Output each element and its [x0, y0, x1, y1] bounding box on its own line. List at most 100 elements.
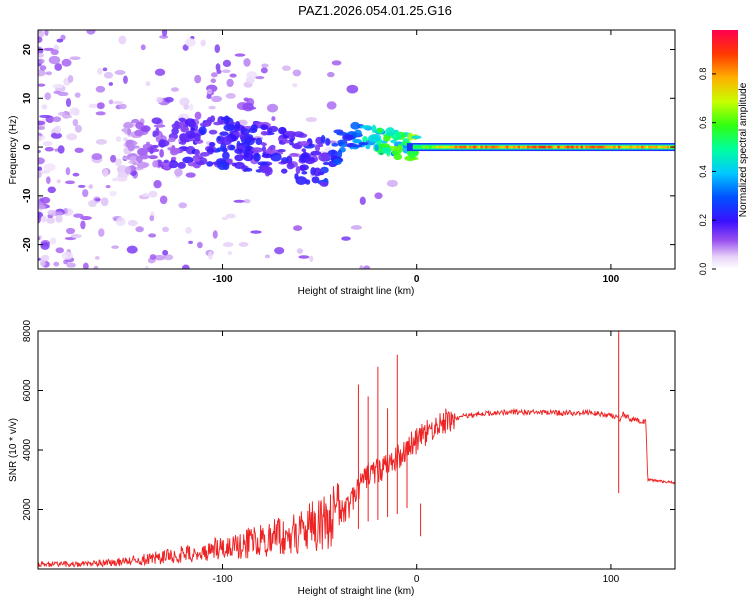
- spectral-blob: [350, 225, 363, 230]
- spectral-blob: [43, 47, 55, 51]
- spectral-band-cell: [480, 145, 483, 149]
- spectral-blob: [310, 150, 322, 156]
- spectral-blob: [270, 152, 282, 162]
- spectral-band-cell: [513, 145, 516, 149]
- spectral-band-cell: [419, 145, 423, 149]
- spectral-blob: [194, 133, 201, 142]
- x-tick-label: 100: [603, 274, 620, 285]
- spectral-blob: [238, 242, 249, 247]
- spectral-blob: [371, 124, 377, 134]
- spectral-blob: [269, 144, 276, 151]
- spectral-band-cell: [454, 145, 458, 149]
- spectral-blob: [390, 139, 397, 144]
- spectrogram-y-ticks: -20 -10 0 10 20: [22, 44, 675, 252]
- spectral-blob: [311, 176, 320, 184]
- snr-x-ticks: -100 0 100: [212, 331, 620, 585]
- spectral-blob: [66, 133, 78, 141]
- spectral-blob: [359, 265, 364, 269]
- spectral-blob: [331, 60, 342, 66]
- spectral-blob: [74, 124, 83, 133]
- spectral-blob: [301, 171, 308, 175]
- spectral-blob: [320, 166, 329, 174]
- spectral-band-cell: [601, 145, 605, 149]
- spectral-blob: [226, 78, 234, 88]
- spectral-blob: [198, 126, 207, 136]
- spectral-blob: [193, 157, 201, 163]
- spectral-blob: [91, 153, 103, 161]
- spectral-blob: [261, 145, 267, 153]
- spectral-blob: [194, 149, 200, 157]
- spectral-band-cell: [648, 145, 651, 149]
- spectral-blob: [196, 241, 203, 249]
- spectral-band-cell: [506, 145, 509, 149]
- spectral-blob: [298, 141, 310, 147]
- spectral-blob: [49, 237, 57, 245]
- spectral-blob: [342, 134, 354, 141]
- spectral-band-cell: [620, 145, 623, 149]
- spectrogram-x-ticks: -100 0 100: [212, 30, 620, 285]
- spectral-blob: [411, 135, 422, 140]
- spectral-band-cell: [634, 145, 637, 149]
- spectral-blob: [346, 84, 359, 94]
- spectral-band-cell: [529, 145, 532, 149]
- spectral-blob: [40, 196, 51, 204]
- y-tick-label: 8000: [22, 319, 33, 342]
- spectral-blob: [362, 135, 368, 143]
- spectral-band-cell: [664, 145, 668, 149]
- spectral-blob: [182, 264, 190, 269]
- spectral-blob: [208, 129, 218, 135]
- spectral-blob: [260, 67, 268, 74]
- spectral-band-cell: [575, 145, 579, 149]
- spectral-blob: [223, 123, 235, 132]
- spectral-blob: [234, 161, 245, 169]
- spectral-blob: [294, 173, 299, 180]
- spectral-blob: [53, 261, 60, 267]
- spectral-blob: [108, 82, 113, 86]
- spectral-band-cell: [573, 145, 577, 149]
- spectral-blob: [265, 148, 274, 155]
- spectral-blob: [206, 161, 214, 167]
- spectral-band-cell: [645, 145, 649, 149]
- spectral-blob: [200, 39, 206, 47]
- spectral-blob: [178, 141, 187, 145]
- spectral-blob: [38, 166, 43, 171]
- spectral-blob: [180, 126, 190, 133]
- spectral-band-cell: [531, 145, 535, 149]
- spectral-blob: [95, 111, 106, 116]
- spectral-blob: [222, 242, 234, 248]
- spectrogram-frame: [37, 29, 676, 270]
- spectral-blob: [189, 103, 194, 111]
- spectral-blob: [280, 160, 289, 164]
- spectral-blob: [126, 245, 138, 254]
- spectral-band-cell: [585, 145, 588, 149]
- spectral-blob: [102, 167, 109, 177]
- spectral-blob: [213, 121, 222, 126]
- spectral-blob: [65, 180, 75, 185]
- spectral-band-cell: [557, 145, 560, 149]
- spectral-blob: [163, 254, 174, 261]
- spectral-band-cell: [589, 145, 593, 149]
- spectral-band-cell: [520, 145, 523, 149]
- snr-plot-area: [38, 331, 675, 569]
- spectral-blob: [248, 137, 257, 141]
- spectral-blob: [350, 121, 361, 130]
- spectral-blob: [179, 133, 189, 142]
- x-tick-label: 0: [414, 274, 420, 285]
- spectral-blob: [153, 148, 160, 153]
- spectral-blob: [185, 227, 192, 234]
- spectral-blob: [128, 156, 138, 162]
- spectral-blob: [88, 184, 94, 189]
- spectral-blob: [326, 101, 337, 110]
- spectral-blob: [188, 240, 193, 244]
- spectral-band-cell: [422, 145, 425, 149]
- spectral-blob: [182, 44, 189, 51]
- spectral-band-cell: [638, 145, 642, 149]
- spectral-blob: [127, 143, 136, 152]
- spectral-blob: [86, 30, 96, 35]
- spectral-band-cell: [610, 145, 614, 149]
- spectral-blob: [54, 125, 62, 134]
- spectral-blob: [43, 163, 56, 172]
- spectral-blob: [46, 217, 56, 224]
- spectral-blob: [140, 44, 146, 51]
